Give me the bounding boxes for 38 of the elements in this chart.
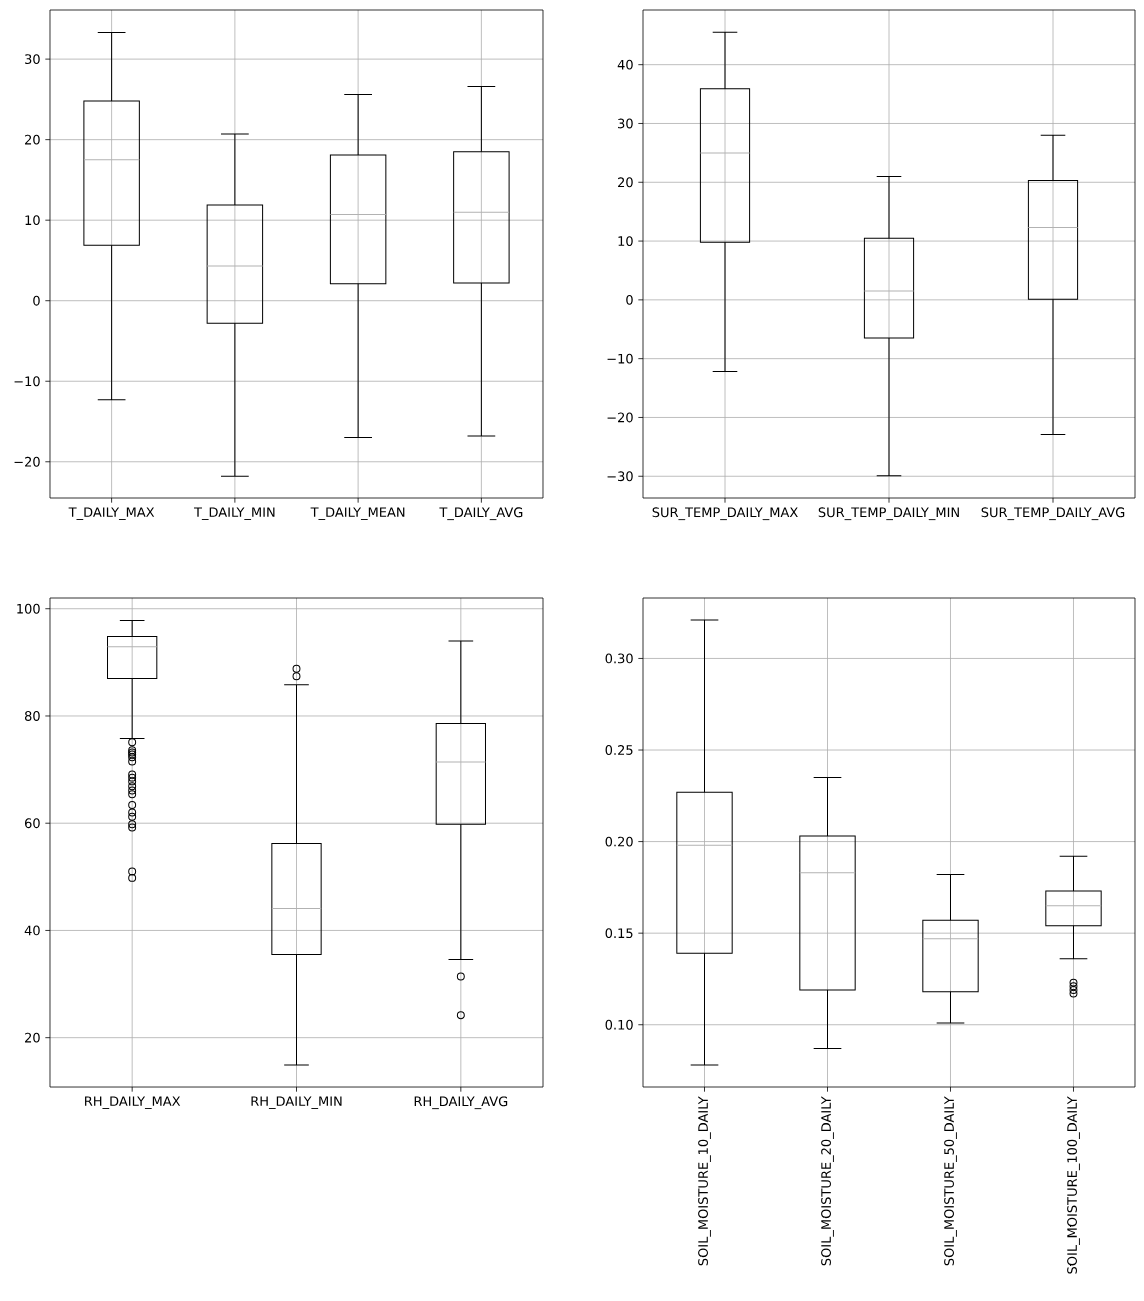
y-tick-label: 30 — [25, 54, 40, 65]
y-tick-label: 100 — [17, 603, 40, 614]
x-tick-label: SOIL_MOISTURE_20_DAILY — [821, 1096, 834, 1266]
y-tick-label: −10 — [607, 353, 633, 364]
x-tick-label: SUR_TEMP_DAILY_MIN — [818, 507, 959, 521]
y-tick-label: 20 — [618, 177, 633, 188]
y-tick-label: 0.15 — [605, 928, 633, 939]
x-tick-label: SUR_TEMP_DAILY_AVG — [981, 507, 1125, 521]
y-tick-label: 60 — [24, 818, 40, 829]
x-tick-label: T_DAILY_AVG — [439, 507, 523, 521]
y-tick-label: 40 — [617, 59, 633, 70]
x-tick-label: SUR_TEMP_DAILY_MAX — [652, 507, 798, 521]
y-tick-label: 40 — [24, 925, 40, 936]
y-tick-label: 0.25 — [605, 745, 633, 755]
y-tick-label: −20 — [607, 412, 633, 423]
y-tick-label: 80 — [24, 711, 40, 721]
x-tick-label: SOIL_MOISTURE_50_DAILY — [944, 1096, 957, 1266]
y-tick-label: 10 — [618, 236, 633, 246]
x-tick-label: T_DAILY_MIN — [193, 507, 275, 520]
y-tick-label: 20 — [25, 1032, 40, 1043]
x-tick-label: SOIL_MOISTURE_100_DAILY — [1067, 1096, 1080, 1274]
x-tick-label: T_DAILY_MEAN — [310, 507, 405, 520]
x-tick-label: T_DAILY_MAX — [68, 507, 155, 520]
x-tick-label: SOIL_MOISTURE_10_DAILY — [698, 1096, 711, 1266]
y-tick-label: 20 — [25, 134, 40, 145]
y-tick-label: 0.10 — [605, 1019, 633, 1030]
y-tick-label: 0.30 — [605, 653, 633, 664]
y-tick-label: 0 — [33, 295, 40, 306]
y-tick-label: 10 — [25, 215, 40, 226]
y-tick-label: −10 — [14, 376, 40, 387]
y-tick-label: 0 — [626, 294, 633, 305]
y-tick-label: −20 — [14, 456, 40, 467]
y-tick-label: −30 — [607, 471, 633, 482]
y-tick-label: 0.20 — [605, 836, 633, 847]
x-tick-label: RH_DAILY_AVG — [414, 1096, 508, 1110]
y-tick-label: 30 — [618, 118, 633, 129]
x-tick-label: RH_DAILY_MAX — [85, 1096, 181, 1109]
x-tick-label: RH_DAILY_MIN — [251, 1096, 342, 1109]
